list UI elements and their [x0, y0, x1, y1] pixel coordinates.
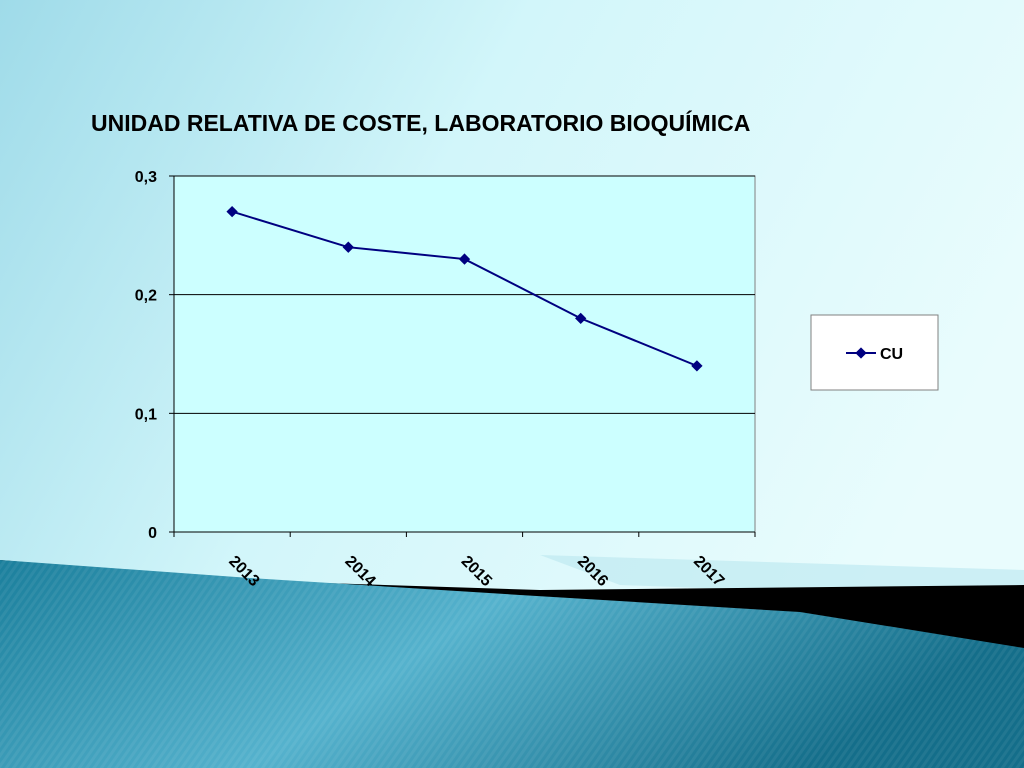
- legend-label: CU: [880, 346, 903, 363]
- legend: CU: [810, 314, 939, 391]
- x-tick-label: 2016: [574, 553, 611, 590]
- gridlines: [174, 175, 755, 414]
- x-axis-ticks: 2013 2014 2015 2016 2017: [173, 532, 756, 590]
- x-tick-label: 2017: [690, 553, 727, 590]
- plot-area: [173, 175, 756, 533]
- y-axis-ticks: 0 0,1 0,2 0,3: [135, 169, 174, 542]
- data-point: [691, 360, 703, 372]
- data-point: [342, 241, 354, 253]
- y-tick-label: 0,3: [135, 169, 157, 186]
- data-point: [226, 205, 238, 218]
- data-point: [575, 312, 587, 325]
- y-tick-label: 0,2: [135, 288, 157, 305]
- x-tick-label: 2013: [225, 553, 262, 590]
- chart-title: UNIDAD RELATIVA DE COSTE, LABORATORIO BI…: [91, 110, 751, 136]
- x-tick-label: 2014: [341, 553, 378, 590]
- legend-marker: [855, 347, 867, 359]
- y-tick-label: 0,1: [135, 406, 157, 423]
- y-tick-label: 0: [148, 525, 157, 542]
- x-tick-label: 2015: [458, 553, 495, 590]
